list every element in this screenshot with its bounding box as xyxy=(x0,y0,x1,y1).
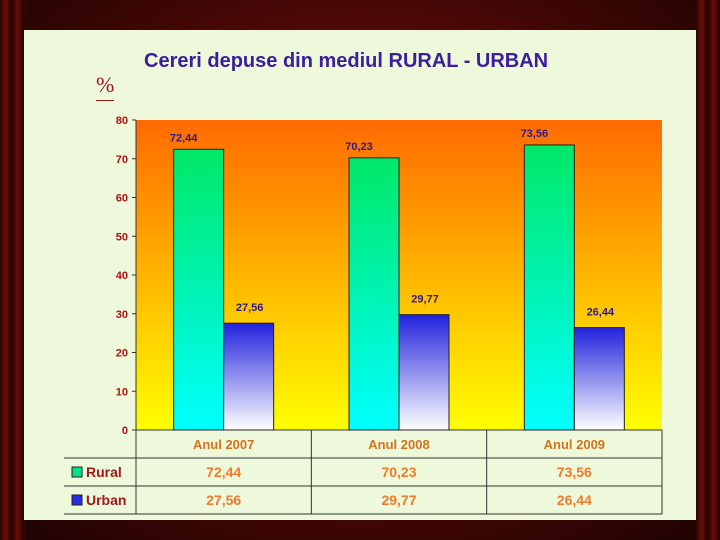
y-tick-label: 80 xyxy=(116,115,128,127)
table-cell: 72,44 xyxy=(206,464,241,480)
slide: Cereri depuse din mediul RURAL - URBAN %… xyxy=(24,30,696,520)
y-tick-label: 40 xyxy=(116,270,128,282)
y-tick-label: 20 xyxy=(116,348,128,360)
y-tick-label: 50 xyxy=(116,231,128,243)
bar-rural xyxy=(348,157,400,431)
legend-key-urban xyxy=(71,494,83,506)
data-label-rural: 70,23 xyxy=(345,141,373,153)
data-label-urban: 27,56 xyxy=(236,302,264,314)
y-tick-label: 60 xyxy=(116,193,128,205)
table-cell: 70,23 xyxy=(381,464,416,480)
bar-chart: 0 10 20 30 40 50 60 70 80 72,44 27,56 Anul 2007 70,2… xyxy=(64,115,663,515)
x-category-label: Anul 2008 xyxy=(368,437,429,452)
chart-title: Cereri depuse din mediul RURAL - URBAN xyxy=(144,50,549,72)
y-tick-label: 70 xyxy=(116,154,128,166)
table-cell: 27,56 xyxy=(206,492,241,508)
curtain-right xyxy=(696,0,720,540)
x-category-label: Anul 2007 xyxy=(193,437,254,452)
y-tick-label: 30 xyxy=(116,309,128,321)
data-label-rural: 73,56 xyxy=(521,128,549,140)
legend-label-rural: Rural xyxy=(86,464,122,480)
table-cell: 26,44 xyxy=(557,492,592,508)
legend-label-urban: Urban xyxy=(86,492,126,508)
data-label-rural: 72,44 xyxy=(170,132,198,144)
bar-urban xyxy=(398,314,450,431)
bar-urban xyxy=(223,322,275,431)
curtain-left xyxy=(0,0,26,540)
y-tick-label: 10 xyxy=(116,386,128,398)
data-label-urban: 29,77 xyxy=(411,294,439,306)
bar-urban xyxy=(573,327,625,431)
x-category-label: Anul 2009 xyxy=(544,437,605,452)
bar-rural xyxy=(523,144,575,431)
data-label-urban: 26,44 xyxy=(587,307,615,319)
bar-rural xyxy=(173,148,225,431)
table-cell: 29,77 xyxy=(381,492,416,508)
y-axis-unit-label: % xyxy=(96,72,115,101)
table-cell: 73,56 xyxy=(557,464,592,480)
legend-key-rural xyxy=(71,466,83,478)
y-tick-label: 0 xyxy=(122,425,128,437)
